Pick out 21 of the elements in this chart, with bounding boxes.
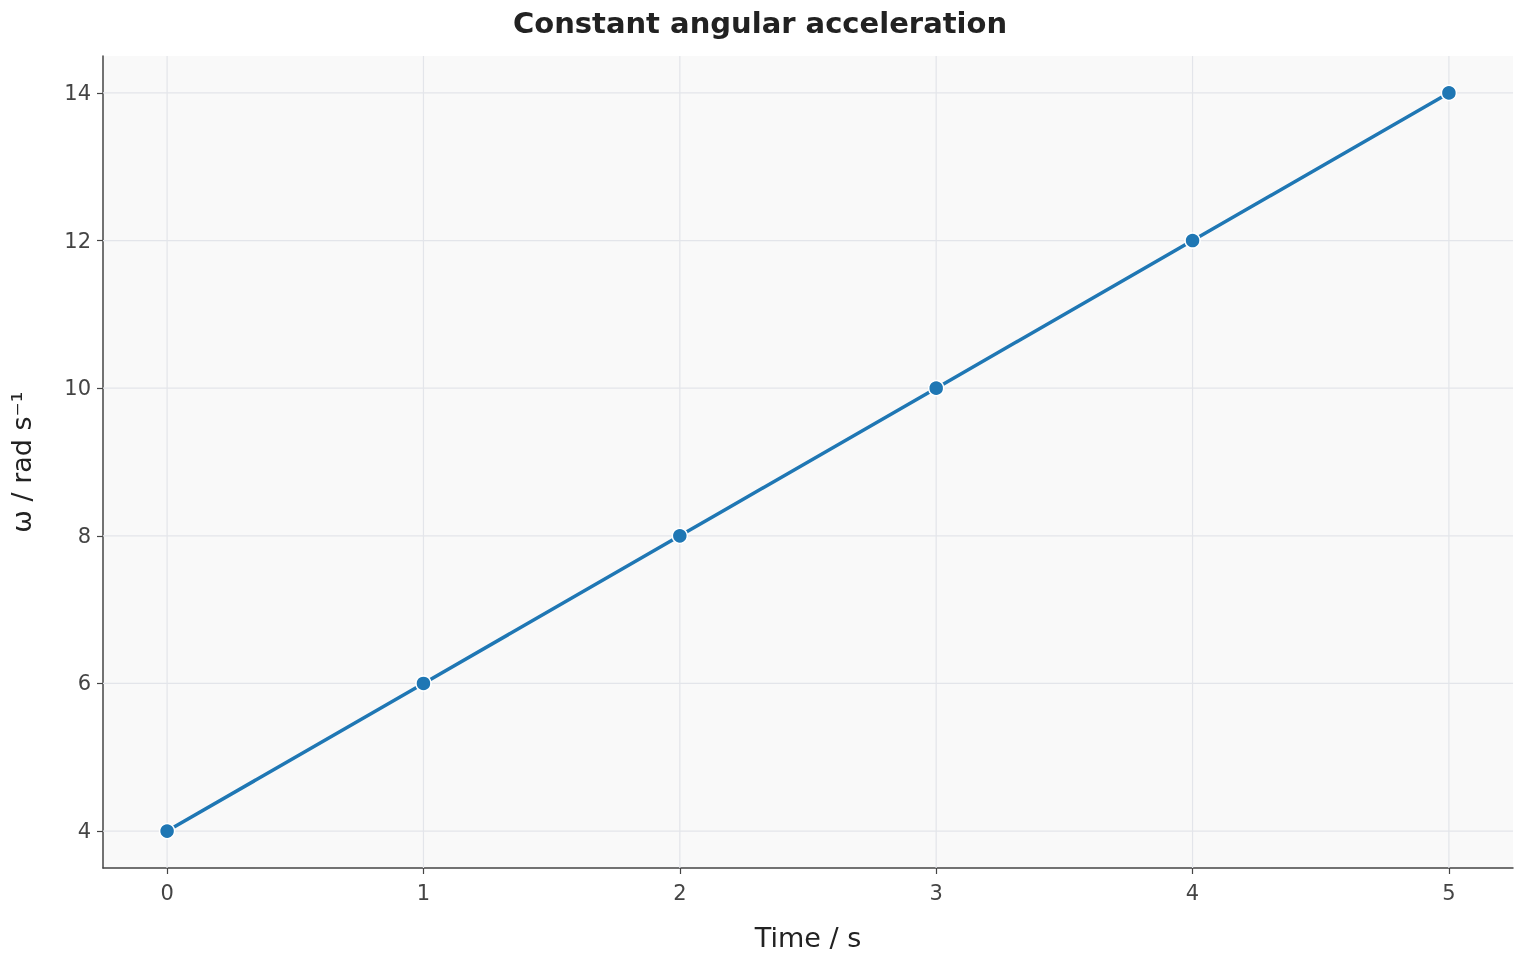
point [927,379,945,397]
x-tick-label: 5 [1442,880,1456,905]
point [1440,84,1458,102]
y-tick-label: 12 [64,228,91,253]
x-tick-label: 4 [1185,880,1200,905]
y-axis-title: ω / rad s⁻¹ [6,391,37,533]
x-tick-label: 2 [673,880,687,905]
y-tick-label: 14 [64,80,91,105]
y-tick-label: 8 [77,523,91,548]
x-tick-label: 1 [416,880,431,905]
y-tick-label: 6 [77,671,91,696]
x-axis-title: Time / s [753,922,862,953]
y-tick-label: 10 [64,376,91,401]
x-tick-label: 3 [929,880,943,905]
point [671,527,689,545]
chart-title: Constant angular acceleration [512,5,1008,40]
point [158,822,176,840]
y-tick-label: 4 [77,819,91,844]
point [1184,232,1201,249]
point [415,675,432,692]
x-tick-label: 0 [160,880,174,905]
